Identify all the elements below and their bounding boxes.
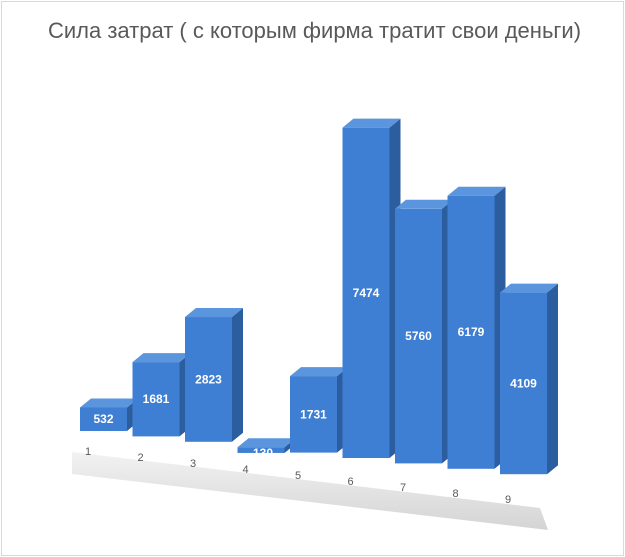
bar-top: [80, 398, 138, 408]
data-label-9: 4109: [510, 376, 537, 390]
bar-side: [547, 283, 558, 475]
category-label-5: 5: [295, 470, 301, 482]
bar-front: [342, 127, 390, 458]
bar-front: [132, 362, 180, 437]
bar-front: [395, 208, 442, 464]
category-label-7: 7: [400, 482, 406, 494]
category-label-2: 2: [137, 452, 143, 464]
bar-front: [447, 195, 495, 469]
category-label-6: 6: [347, 476, 353, 488]
bar-top: [185, 308, 243, 318]
category-label-3: 3: [190, 458, 196, 470]
bar-front: [500, 292, 547, 475]
category-label-4: 4: [242, 464, 248, 476]
chart-title: Сила затрат ( с которым фирма тратит сво…: [47, 18, 582, 43]
bar-front: [237, 447, 285, 453]
data-label-5: 1731: [300, 407, 327, 421]
data-label-7: 5760: [405, 329, 432, 343]
bar-top: [395, 199, 453, 209]
bar-top: [237, 438, 296, 448]
data-label-3: 2823: [195, 372, 222, 386]
category-label-9: 9: [505, 494, 511, 506]
bar-top: [447, 186, 506, 196]
category-label-8: 8: [452, 488, 458, 500]
bars-layer: 532 1681 2823 -130 1731 7474 5760 6179 4109: [80, 118, 558, 475]
bar-6: [342, 118, 401, 458]
chart-floor: [72, 452, 548, 530]
data-label-8: 6179: [458, 325, 485, 339]
bar-front: [290, 376, 337, 453]
bar-front: [185, 317, 232, 442]
bar-top: [342, 118, 401, 128]
data-label-2: 1681: [143, 392, 170, 406]
bar-9: [500, 283, 558, 475]
bar-front: [80, 407, 127, 431]
category-axis: 1 2 3 4 5 6 7 8 9: [85, 446, 511, 506]
bar-7: [395, 199, 453, 464]
data-label-1: 532: [93, 412, 113, 426]
bar-top: [290, 367, 348, 377]
bar-top: [132, 353, 191, 363]
bar-top: [500, 283, 558, 293]
data-label-4: -130: [249, 446, 273, 460]
data-label-6: 7474: [353, 286, 380, 300]
category-label-1: 1: [85, 446, 91, 458]
bar-side: [232, 308, 243, 442]
bar-3: [185, 308, 243, 442]
